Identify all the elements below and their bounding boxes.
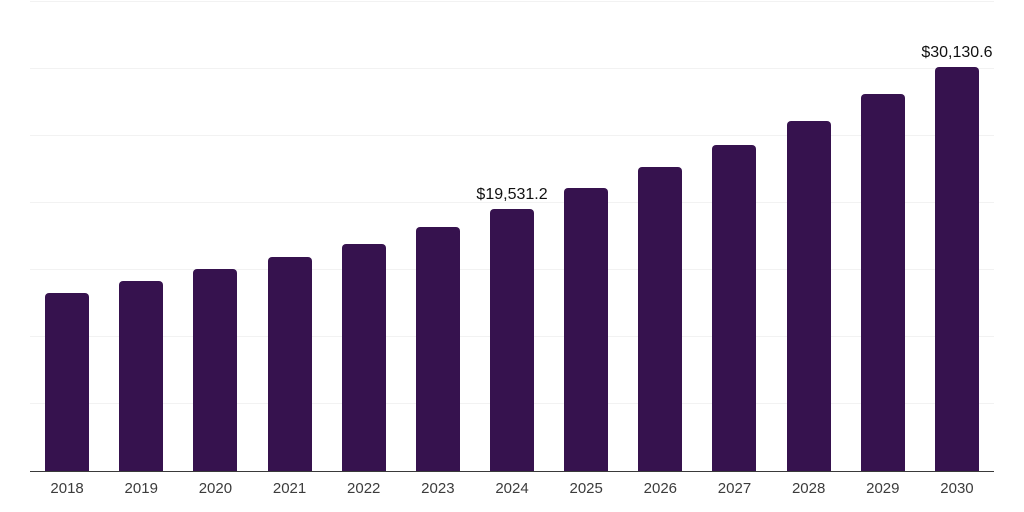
bar-2028[interactable] bbox=[786, 120, 831, 471]
bar-2024[interactable] bbox=[490, 209, 535, 471]
bar-2022[interactable] bbox=[341, 244, 386, 471]
x-tick-2020: 2020 bbox=[198, 480, 233, 497]
bar-2023[interactable] bbox=[415, 227, 460, 471]
bar-2025[interactable] bbox=[564, 188, 609, 471]
x-tick-2021: 2021 bbox=[272, 480, 307, 497]
bar-slot-2020 bbox=[178, 2, 252, 471]
x-tick-2027: 2027 bbox=[717, 480, 752, 497]
bar-2018[interactable] bbox=[45, 293, 90, 471]
x-tick-2030: 2030 bbox=[940, 480, 974, 497]
bar-slot-2026 bbox=[623, 2, 697, 471]
x-tick-2025: 2025 bbox=[569, 480, 603, 497]
gridline-30000 bbox=[30, 68, 994, 69]
x-axis-labels: 2018 2019 2020 2021 2022 2023 2024 2025 2026 2027… bbox=[30, 480, 994, 497]
gridline-20000 bbox=[30, 202, 994, 203]
bar-slot-2022 bbox=[327, 2, 401, 471]
x-tick-2018: 2018 bbox=[50, 480, 84, 497]
x-tick-2023: 2023 bbox=[421, 480, 455, 497]
x-tick-2022: 2022 bbox=[347, 480, 381, 497]
bar-slot-2023 bbox=[401, 2, 475, 471]
bar-slot-2030: $30,130.6 bbox=[920, 2, 994, 471]
bar-2026[interactable] bbox=[638, 167, 683, 471]
bar-2021[interactable] bbox=[267, 257, 312, 471]
bar-2029[interactable] bbox=[860, 93, 905, 471]
bar-slot-2025 bbox=[549, 2, 623, 471]
x-tick-2026: 2026 bbox=[643, 480, 678, 497]
bar-2027[interactable] bbox=[712, 145, 757, 471]
value-label-2030: $30,130.6 bbox=[921, 44, 993, 62]
bar-slot-2024: $19,531.2 bbox=[475, 2, 549, 471]
x-tick-2024: 2024 bbox=[495, 480, 529, 497]
bar-slot-2018 bbox=[30, 2, 104, 471]
bars-container: $19,531.2 $30,130.6 bbox=[30, 2, 994, 471]
gridline-35000 bbox=[30, 1, 994, 2]
value-label-2024: $19,531.2 bbox=[476, 186, 548, 204]
bar-2020[interactable] bbox=[193, 269, 238, 471]
bar-slot-2029 bbox=[846, 2, 920, 471]
bar-slot-2021 bbox=[252, 2, 326, 471]
bar-2019[interactable] bbox=[119, 280, 164, 471]
bar-slot-2028 bbox=[772, 2, 846, 471]
gridline-25000 bbox=[30, 135, 994, 136]
x-tick-2019: 2019 bbox=[124, 480, 158, 497]
x-tick-2028: 2028 bbox=[791, 480, 826, 497]
bar-2030[interactable] bbox=[934, 67, 979, 471]
bar-slot-2027 bbox=[697, 2, 771, 471]
plot-area: $19,531.2 $30,130.6 bbox=[30, 1, 994, 472]
bar-slot-2019 bbox=[104, 2, 178, 471]
x-tick-2029: 2029 bbox=[866, 480, 900, 497]
